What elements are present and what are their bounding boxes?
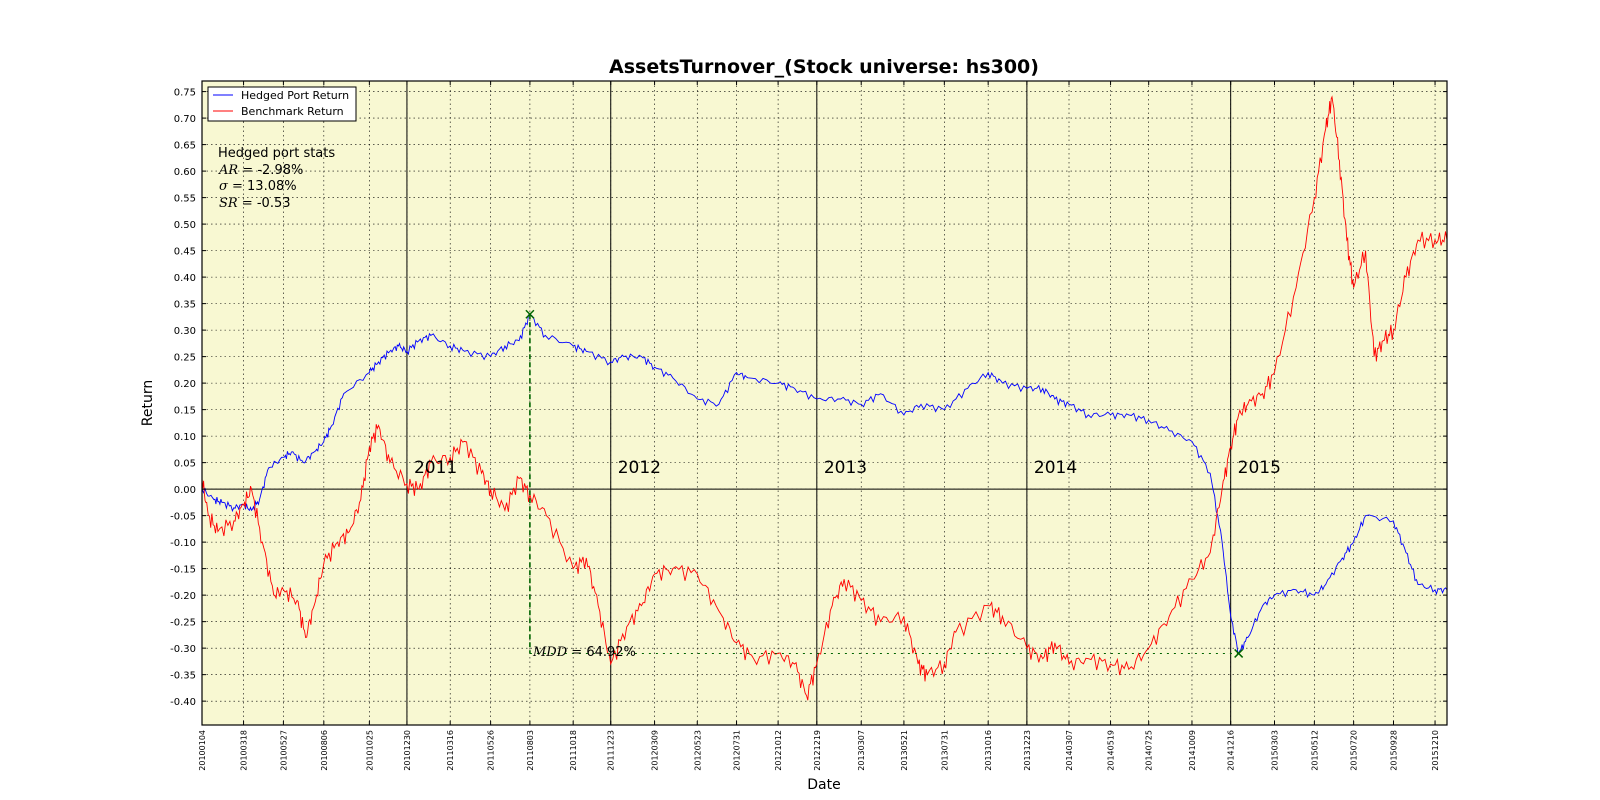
y-tick-label: -0.25 bbox=[170, 618, 196, 629]
x-tick-label: 20120731 bbox=[733, 730, 742, 771]
y-tick-label: -0.15 bbox=[170, 565, 196, 576]
x-tick-label: 20150303 bbox=[1271, 730, 1280, 771]
y-tick-label: 0.75 bbox=[174, 88, 196, 99]
y-tick-label: 0.35 bbox=[174, 300, 196, 311]
mdd-trough-marker bbox=[1234, 648, 1244, 658]
x-tick-label: 20141216 bbox=[1227, 730, 1236, 771]
x-tick-label: 20150720 bbox=[1350, 730, 1359, 771]
stats-sr: SR = -0.53 bbox=[219, 196, 291, 211]
x-tick-label: 20110316 bbox=[446, 730, 455, 771]
x-tick-label: 20120309 bbox=[651, 730, 660, 771]
y-tick-label: -0.35 bbox=[170, 671, 196, 682]
y-tick-label: 0.05 bbox=[174, 459, 196, 470]
legend-label-hedged: Hedged Port Return bbox=[241, 89, 349, 102]
y-tick-label: -0.05 bbox=[170, 512, 196, 523]
x-tick-label: 20120523 bbox=[693, 730, 702, 771]
plot-area bbox=[202, 81, 1447, 725]
x-tick-label: 20151210 bbox=[1431, 730, 1440, 771]
stats-box: Hedged port stats AR = -2.98% σ = 13.08%… bbox=[218, 146, 335, 211]
x-tick-label: 20110803 bbox=[526, 730, 535, 771]
x-tick-label: 20140725 bbox=[1145, 730, 1154, 771]
y-tick-label: 0.60 bbox=[174, 167, 196, 178]
legend: Hedged Port Return Benchmark Return bbox=[207, 86, 357, 122]
chart-title: AssetsTurnover_(Stock universe: hs300) bbox=[609, 56, 1039, 78]
y-tick-label: 0.40 bbox=[174, 273, 196, 284]
x-tick-label: 20130521 bbox=[900, 730, 909, 771]
stats-sigma-label: σ = bbox=[219, 179, 247, 194]
stats-sr-value: -0.53 bbox=[257, 196, 291, 211]
series-lines bbox=[201, 95, 1448, 701]
y-tick-label: 0.65 bbox=[174, 141, 196, 152]
x-tick-label: 20140519 bbox=[1107, 730, 1116, 771]
year-label: 2012 bbox=[618, 458, 661, 478]
legend-box bbox=[207, 86, 357, 122]
y-tick-label: 0.30 bbox=[174, 326, 196, 337]
y-tick-label: 0.25 bbox=[174, 353, 196, 364]
y-tick-label: 0.70 bbox=[174, 114, 196, 125]
y-tick-label: 0.10 bbox=[174, 432, 196, 443]
stats-sr-label: SR = bbox=[219, 196, 257, 211]
x-tick-label: 20100527 bbox=[279, 730, 288, 771]
y-tick-label: 0.00 bbox=[174, 485, 196, 496]
mdd-label-prefix: MDD = bbox=[532, 645, 586, 660]
x-tick-label: 20111018 bbox=[569, 730, 578, 771]
x-tick-label: 20121012 bbox=[774, 730, 783, 771]
y-tick-label: 0.15 bbox=[174, 406, 196, 417]
y-axis-ticks: 0.75 0.70 0.65 0.60 0.55 0.50 0.45 0.40 0.35 0.30… bbox=[170, 88, 1447, 708]
x-tick-label: 20121219 bbox=[813, 730, 822, 771]
plot-frame bbox=[201, 80, 1448, 726]
y-tick-label: 0.55 bbox=[174, 194, 196, 205]
stats-sigma: σ = 13.08% bbox=[219, 179, 297, 194]
year-labels: 2011 2012 2013 2014 2015 bbox=[414, 458, 1281, 478]
y-tick-label: -0.40 bbox=[170, 697, 196, 708]
y-tick-label: -0.30 bbox=[170, 644, 196, 655]
y-tick-label: 0.20 bbox=[174, 379, 196, 390]
mdd-peak-marker bbox=[525, 309, 535, 319]
x-axis-label: Date bbox=[807, 777, 840, 793]
y-tick-label: 0.50 bbox=[174, 220, 196, 231]
stats-sigma-value: 13.08% bbox=[247, 179, 297, 194]
x-tick-label: 20131223 bbox=[1023, 730, 1032, 771]
mdd-label: MDD = 64.92% bbox=[532, 645, 636, 660]
stats-ar-label: AR = bbox=[218, 163, 257, 178]
x-tick-label: 20130307 bbox=[857, 730, 866, 771]
year-label: 2013 bbox=[824, 458, 867, 478]
x-tick-label: 20100104 bbox=[198, 730, 207, 771]
y-tick-label: 0.45 bbox=[174, 247, 196, 258]
stats-heading: Hedged port stats bbox=[218, 146, 335, 161]
max-drawdown-markers bbox=[525, 309, 1244, 658]
x-tick-label: 20100806 bbox=[320, 730, 329, 771]
x-tick-label: 20111223 bbox=[607, 730, 616, 771]
series-line-benchmark bbox=[201, 95, 1448, 701]
y-tick-label: -0.20 bbox=[170, 591, 196, 602]
x-tick-label: 20131016 bbox=[984, 730, 993, 771]
year-divider-lines bbox=[406, 81, 1232, 725]
stats-ar-value: -2.98% bbox=[257, 163, 303, 178]
x-tick-label: 20150928 bbox=[1389, 730, 1398, 771]
x-tick-label: 20101025 bbox=[365, 730, 374, 771]
legend-label-benchmark: Benchmark Return bbox=[241, 105, 344, 118]
year-label: 2014 bbox=[1034, 458, 1077, 478]
year-label: 2015 bbox=[1238, 458, 1281, 478]
y-axis-label: Return bbox=[140, 380, 156, 426]
stats-ar: AR = -2.98% bbox=[218, 163, 303, 178]
x-tick-label: 20101230 bbox=[403, 730, 412, 771]
x-axis-ticks: 20100104 20100318 20100527 20100806 20101025… bbox=[198, 81, 1440, 771]
series-line-hedged bbox=[201, 313, 1448, 655]
mdd-label-value: 64.92% bbox=[586, 645, 636, 660]
x-tick-label: 20141009 bbox=[1188, 730, 1197, 771]
year-label: 2011 bbox=[414, 458, 457, 478]
y-tick-label: -0.10 bbox=[170, 538, 196, 549]
x-tick-label: 20150512 bbox=[1310, 730, 1319, 771]
x-tick-label: 20140307 bbox=[1065, 730, 1074, 771]
x-tick-label: 20110526 bbox=[487, 730, 496, 771]
x-tick-label: 20100318 bbox=[240, 730, 249, 771]
x-tick-label: 20130731 bbox=[940, 730, 949, 771]
